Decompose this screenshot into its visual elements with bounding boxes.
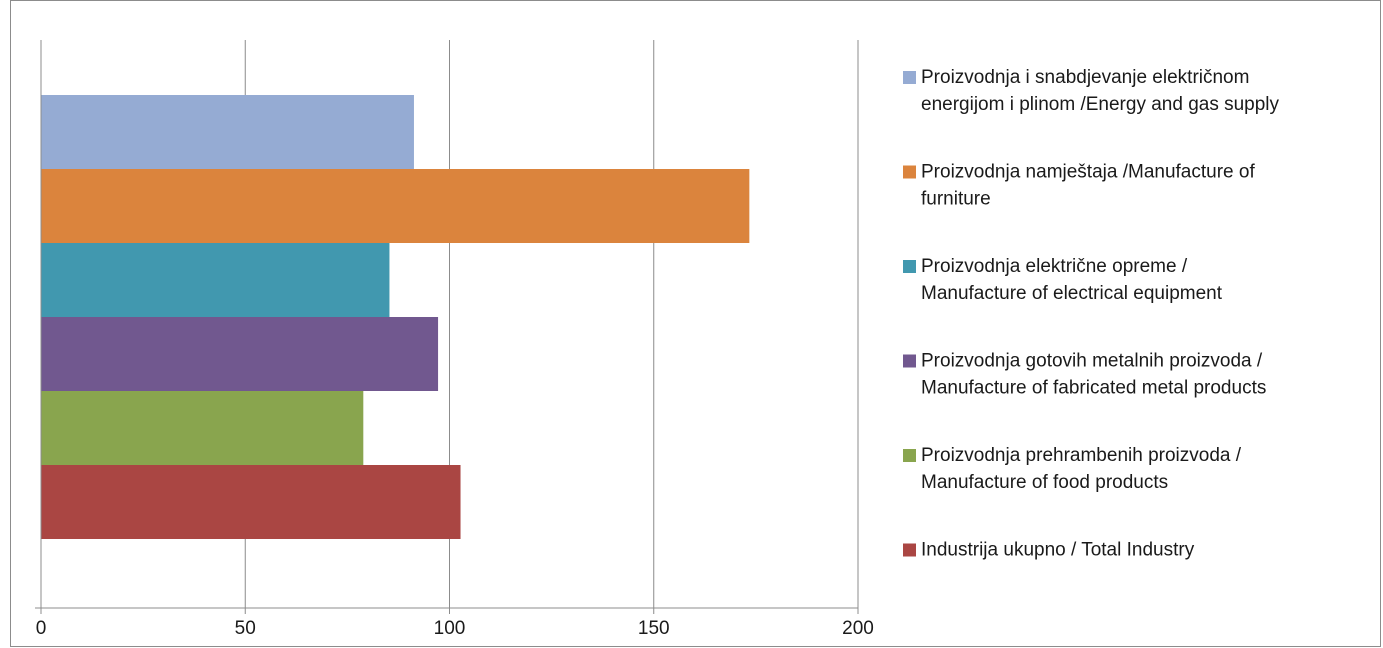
legend-label: energijom i plinom /Energy and gas suppl… — [921, 94, 1280, 115]
legend-label: Manufacture of electrical equipment — [921, 283, 1223, 304]
legend-label: Industrija ukupno / Total Industry — [921, 540, 1195, 561]
legend-item: Industrija ukupno / Total Industry — [903, 540, 1195, 561]
bar — [41, 95, 414, 169]
legend-label: Manufacture of fabricated metal products — [921, 378, 1266, 399]
x-tick-label: 0 — [36, 618, 47, 639]
bar — [41, 243, 390, 317]
legend-swatch — [903, 260, 916, 273]
x-tick-labels: 0 50 100 150 200 — [36, 618, 874, 639]
legend-swatch — [903, 71, 916, 84]
legend-item: Proizvodnja namještaja /Manufacture of fu… — [903, 162, 1255, 210]
x-tick-label: 200 — [842, 618, 874, 639]
legend-swatch — [903, 354, 916, 368]
bar — [41, 317, 439, 391]
legend-label: Proizvodnja prehrambenih proizvoda / — [921, 445, 1242, 466]
legend-swatch — [903, 449, 916, 462]
x-tick-label: 50 — [235, 618, 256, 639]
bars — [41, 95, 750, 539]
x-tick-label: 100 — [434, 618, 466, 639]
x-tick-label: 150 — [638, 618, 670, 639]
legend-label: Proizvodnja i snabdjevanje električnom — [921, 67, 1249, 88]
legend: Proizvodnja i snabdjevanje električnom en… — [903, 67, 1280, 561]
legend-label: Manufacture of food products — [921, 472, 1168, 493]
legend-item: Proizvodnja prehrambenih proizvoda / Manu… — [903, 445, 1242, 493]
legend-item: Proizvodnja gotovih metalnih proizvoda /… — [903, 351, 1266, 399]
legend-label: Proizvodnja namještaja /Manufacture of — [921, 162, 1255, 183]
bar — [41, 465, 461, 539]
legend-label: Proizvodnja gotovih metalnih proizvoda / — [921, 351, 1263, 372]
legend-label: furniture — [921, 189, 991, 210]
legend-swatch — [903, 165, 916, 179]
legend-swatch — [903, 543, 916, 557]
legend-item: Proizvodnja električne opreme / Manufactu… — [903, 256, 1223, 304]
x-axis — [35, 40, 858, 614]
bar — [41, 391, 364, 465]
legend-item: Proizvodnja i snabdjevanje električnom en… — [903, 67, 1280, 115]
legend-label: Proizvodnja električne opreme / — [921, 256, 1188, 277]
bar — [41, 169, 750, 243]
